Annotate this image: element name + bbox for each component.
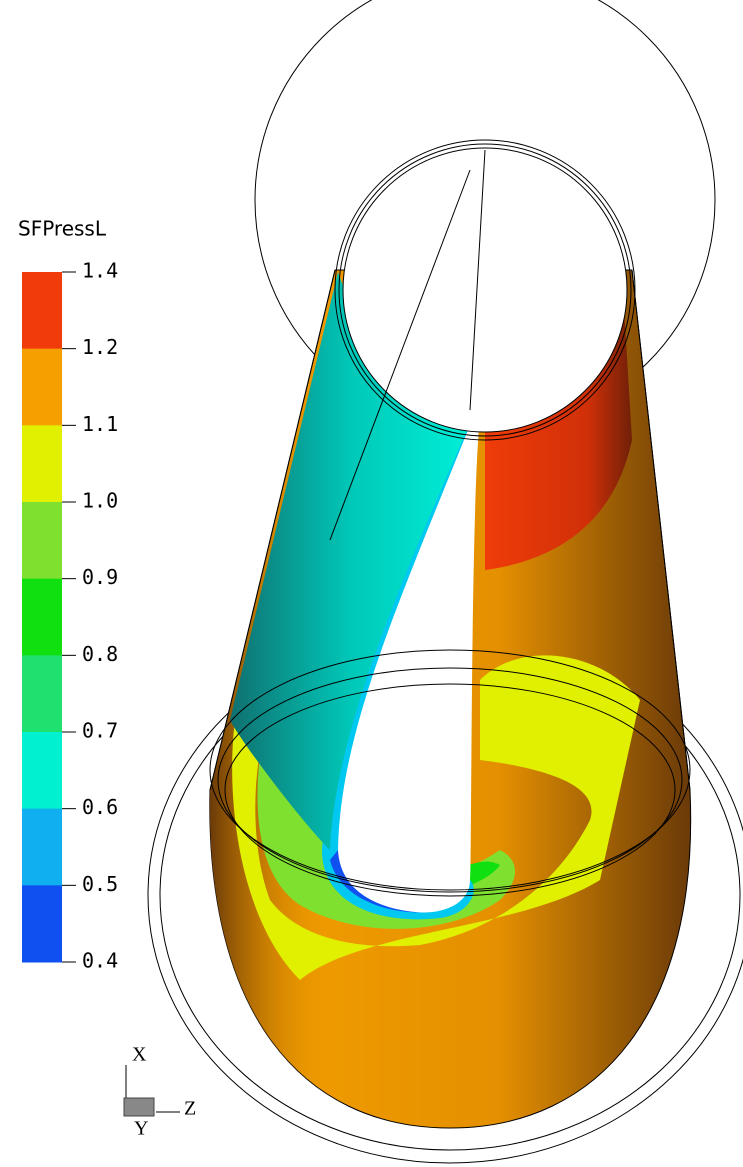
legend-band bbox=[22, 425, 62, 502]
legend-label: 0.6 bbox=[82, 795, 118, 819]
legend-label: 0.8 bbox=[82, 642, 118, 666]
geometry bbox=[148, 0, 743, 1163]
legend-title: SFPressL bbox=[18, 217, 107, 241]
legend-label: 1.4 bbox=[82, 259, 118, 283]
legend: SFPressL 1.4 1.2 1.1 1.0 0.9 0.8 0.7 0.6 0.5 0.4 bbox=[18, 217, 118, 973]
viewport: SFPressL 1.41.21.11.00.90.80.70.60.50.4 … bbox=[0, 0, 743, 1167]
legend-band bbox=[22, 579, 62, 656]
legend-band bbox=[22, 655, 62, 732]
legend-band bbox=[22, 502, 62, 579]
axis-triad: X Z Y bbox=[124, 1044, 196, 1140]
legend-label: 1.2 bbox=[82, 335, 118, 359]
legend-label: 0.4 bbox=[82, 949, 118, 973]
legend-label: 1.0 bbox=[82, 489, 118, 513]
axis-label: Z bbox=[184, 1098, 196, 1120]
legend-band bbox=[22, 272, 62, 349]
legend-band bbox=[22, 809, 62, 886]
legend-label: 0.5 bbox=[82, 872, 118, 896]
legend-band bbox=[22, 349, 62, 426]
legend-label: 0.9 bbox=[82, 565, 118, 589]
legend-label: 0.7 bbox=[82, 719, 118, 743]
axis-label: Y bbox=[134, 1118, 148, 1140]
axis-label: X bbox=[132, 1044, 147, 1066]
legend-band bbox=[22, 885, 62, 962]
legend-band bbox=[22, 732, 62, 809]
legend-label: 1.1 bbox=[82, 412, 118, 436]
